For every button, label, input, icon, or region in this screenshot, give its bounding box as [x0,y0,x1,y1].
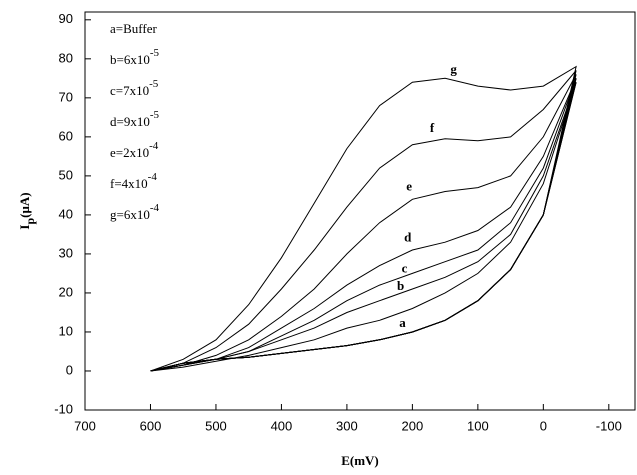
x-tick-label: 100 [467,418,489,433]
legend-entry: a=Buffer [110,21,157,36]
legend-text: e=2x10 [110,145,149,160]
legend-text: a=Buffer [110,21,157,36]
legend-entry: d=9x10-5 [110,109,160,129]
legend-entry: e=2x10-4 [110,140,159,160]
x-tick-label: 700 [74,418,96,433]
plot-frame [84,11,636,411]
curve [150,82,577,372]
x-tick-label: 300 [336,418,358,433]
x-tick-label: 200 [402,418,424,433]
legend-entry: f=4x10-4 [110,171,157,191]
y-tick-label: 50 [59,167,73,182]
y-tick-label: 0 [66,362,73,377]
x-tick-label: 0 [540,418,547,433]
y-tick-label: 70 [59,89,73,104]
legend-text: d=9x10 [110,114,150,129]
curve-label: c [402,261,408,276]
y-label-unit: (μA) [17,192,32,217]
curve-label: g [450,62,457,77]
legend-entry: g=6x10-4 [110,202,160,222]
y-axis-label: Ip(μA) [17,192,37,229]
curve-label: d [404,229,412,244]
y-tick-label: 80 [59,50,73,65]
curve [150,78,577,372]
y-tick-label: 40 [59,206,73,221]
y-label-main: I [17,225,32,230]
curve-label: e [406,179,412,194]
legend-sup: -5 [150,47,160,59]
curve-label: b [397,278,404,293]
x-tick-label: 400 [271,418,293,433]
x-tick-label: 500 [205,418,227,433]
legend-sup: -4 [148,171,158,183]
legend-sup: -4 [149,140,159,152]
y-tick-label: -10 [54,401,73,416]
legend-entry: c=7x10-5 [110,78,159,98]
legend-sup: -4 [150,202,160,214]
curve [150,78,577,372]
y-label-sub: p [23,218,37,225]
curve [150,74,577,372]
legend-text: b=6x10 [110,52,150,67]
curve [150,65,577,372]
legend-text: g=6x10 [110,207,150,222]
y-tick-label: 60 [59,128,73,143]
legend-text: c=7x10 [110,83,149,98]
legend-text: f=4x10 [110,176,148,191]
x-tick-label: 600 [140,418,162,433]
y-tick-label: 20 [59,284,73,299]
x-tick-label: -100 [596,418,622,433]
curve-label: f [430,120,435,135]
y-tick-label: 30 [59,245,73,260]
y-tick-label: 10 [59,323,73,338]
legend-entry: b=6x10-5 [110,47,160,67]
curve [150,82,577,372]
x-axis-label: E(mV) [341,453,379,468]
y-tick-label: 90 [59,11,73,26]
legend-sup: -5 [150,109,160,121]
legend-sup: -5 [149,78,159,90]
curve-label: a [399,315,406,330]
